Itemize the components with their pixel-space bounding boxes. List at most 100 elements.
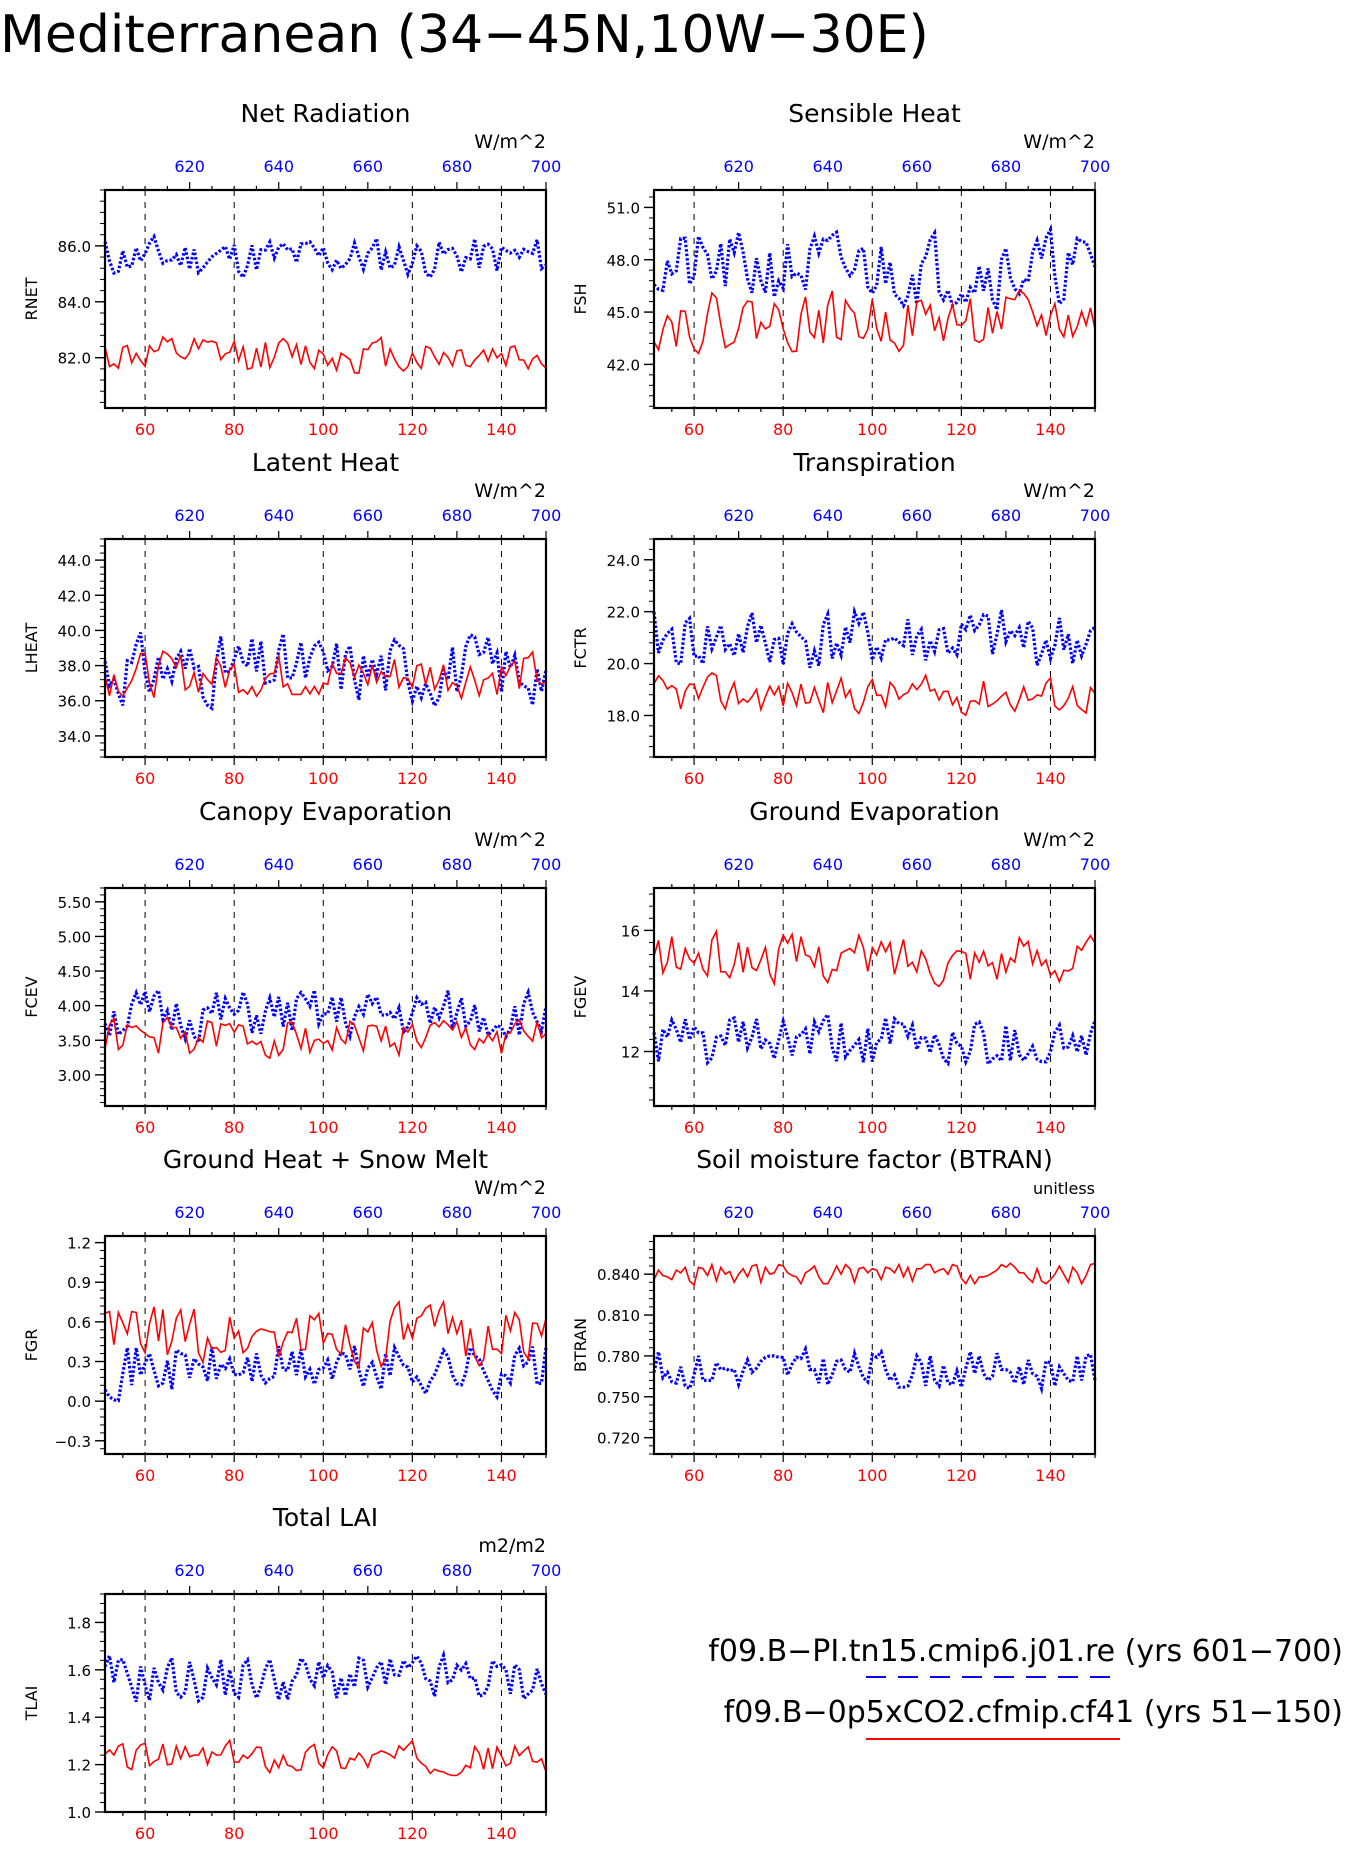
series-control-line — [103, 1649, 548, 1704]
units-label: W/m^2 — [1023, 829, 1095, 851]
y-tick-label: 0.750 — [597, 1389, 640, 1407]
x-bottom-tick-label: 100 — [857, 769, 888, 788]
x-bottom-tick-label: 80 — [773, 769, 793, 788]
panel-rnet: Net Radiation W/m^2 RNET 60 80 100 120 140 620 64… — [22, 99, 561, 439]
y-tick-label: 1.4 — [67, 1709, 91, 1727]
x-top-tick-label: 660 — [353, 157, 384, 176]
x-top-tick-label: 640 — [263, 855, 294, 874]
x-top-tick-label: 640 — [263, 1561, 294, 1580]
x-top-tick-label: 640 — [263, 1203, 294, 1222]
x-top-tick-label: 680 — [442, 506, 473, 525]
x-top-tick-label: 640 — [263, 506, 294, 525]
series-experiment-line — [104, 1738, 547, 1777]
panel-lheat: Latent Heat W/m^2 LHEAT 60 80 100 120 140 620 640… — [22, 448, 561, 788]
series-control-line — [103, 985, 548, 1047]
y-tick-label: 14 — [621, 983, 640, 1001]
series-control-line — [652, 1344, 1097, 1395]
y-tick-label: 0.9 — [67, 1274, 91, 1292]
y-tick-label: 1.8 — [67, 1614, 91, 1632]
x-top-tick-label: 660 — [902, 506, 933, 525]
series-control-line — [652, 605, 1096, 669]
y-tick-label: 22.0 — [607, 604, 640, 622]
x-bottom-tick-label: 120 — [397, 1824, 428, 1843]
x-top-tick-label: 620 — [174, 855, 205, 874]
y-tick-label: 51.0 — [607, 199, 640, 217]
x-bottom-tick-label: 120 — [946, 1466, 977, 1485]
x-top-tick-label: 620 — [723, 506, 754, 525]
x-top-tick-label: 640 — [812, 1203, 843, 1222]
y-tick-label: 0.0 — [67, 1393, 91, 1411]
x-bottom-tick-label: 120 — [946, 1118, 977, 1137]
y-tick-label: 4.00 — [58, 998, 91, 1016]
x-bottom-tick-label: 120 — [397, 420, 428, 439]
x-bottom-tick-label: 140 — [486, 1466, 517, 1485]
x-top-tick-label: 640 — [263, 157, 294, 176]
units-label: W/m^2 — [474, 131, 546, 153]
x-bottom-tick-label: 140 — [1035, 420, 1066, 439]
y-tick-label: 82.0 — [58, 350, 91, 368]
series-control-line — [103, 1342, 548, 1403]
plot-frame — [103, 537, 548, 759]
x-top-tick-label: 660 — [353, 1203, 384, 1222]
y-tick-label: 1.2 — [67, 1757, 91, 1775]
x-top-tick-label: 640 — [812, 855, 843, 874]
x-top-tick-label: 700 — [531, 1203, 562, 1222]
legend-experiment-label: f09.B−0p5xCO2.cfmip.cf41 (yrs 51−150) — [724, 1695, 1343, 1730]
x-bottom-tick-label: 100 — [308, 769, 339, 788]
plot-frame — [652, 188, 1097, 410]
x-bottom-tick-label: 80 — [224, 420, 244, 439]
y-tick-label: 3.00 — [58, 1067, 91, 1085]
panel-title: Soil moisture factor (BTRAN) — [696, 1145, 1053, 1174]
x-bottom-tick-label: 60 — [684, 1118, 704, 1137]
plot-frame — [652, 537, 1097, 759]
y-tick-label: 0.810 — [597, 1307, 640, 1325]
x-bottom-tick-label: 120 — [946, 769, 977, 788]
panel-fsh: Sensible Heat W/m^2 FSH 60 80 100 120 140 620 640… — [571, 99, 1110, 439]
x-top-tick-label: 700 — [531, 506, 562, 525]
x-bottom-tick-label: 80 — [224, 1466, 244, 1485]
y-tick-label: 0.720 — [597, 1430, 640, 1448]
x-bottom-tick-label: 60 — [135, 1118, 155, 1137]
x-bottom-tick-label: 120 — [397, 1466, 428, 1485]
x-bottom-tick-label: 100 — [857, 1118, 888, 1137]
series-experiment-line — [653, 289, 1096, 355]
y-tick-label: 38.0 — [58, 658, 91, 676]
x-top-tick-label: 680 — [991, 1203, 1022, 1222]
series-control-line — [103, 632, 548, 712]
x-bottom-tick-label: 100 — [857, 420, 888, 439]
panel-fgr: Ground Heat + Snow Melt W/m^2 FGR 60 80 100 12… — [22, 1145, 561, 1485]
y-axis-label: RNET — [22, 277, 41, 320]
panel-title: Transpiration — [792, 448, 955, 477]
y-tick-label: 48.0 — [607, 252, 640, 270]
panel-title: Sensible Heat — [788, 99, 961, 128]
page-title: Mediterranean (34−45N,10W−30E) — [0, 5, 929, 65]
y-tick-label: 36.0 — [58, 693, 91, 711]
panel-title: Canopy Evaporation — [199, 797, 452, 826]
x-bottom-tick-label: 140 — [1035, 1118, 1066, 1137]
y-tick-label: 12 — [621, 1044, 640, 1062]
plot-frame — [103, 886, 548, 1108]
y-tick-label: 34.0 — [58, 728, 91, 746]
x-bottom-tick-label: 60 — [135, 769, 155, 788]
x-top-tick-label: 620 — [174, 506, 205, 525]
units-label: W/m^2 — [474, 829, 546, 851]
units-label: W/m^2 — [474, 1177, 546, 1199]
plot-frame — [652, 1234, 1097, 1456]
x-bottom-tick-label: 100 — [857, 1466, 888, 1485]
x-top-tick-label: 700 — [1080, 157, 1111, 176]
x-top-tick-label: 680 — [442, 1561, 473, 1580]
x-bottom-tick-label: 60 — [684, 1466, 704, 1485]
x-top-tick-label: 640 — [812, 157, 843, 176]
y-tick-label: 42.0 — [607, 356, 640, 374]
x-bottom-tick-label: 100 — [308, 1466, 339, 1485]
series-experiment-line — [653, 1262, 1096, 1287]
x-bottom-tick-label: 60 — [135, 1466, 155, 1485]
x-bottom-tick-label: 80 — [773, 420, 793, 439]
plot-frame — [103, 188, 548, 410]
x-top-tick-label: 620 — [174, 1561, 205, 1580]
series-control-line — [652, 1010, 1097, 1068]
x-bottom-tick-label: 80 — [224, 1824, 244, 1843]
panel-title: Ground Evaporation — [749, 797, 999, 826]
x-top-tick-label: 620 — [723, 855, 754, 874]
